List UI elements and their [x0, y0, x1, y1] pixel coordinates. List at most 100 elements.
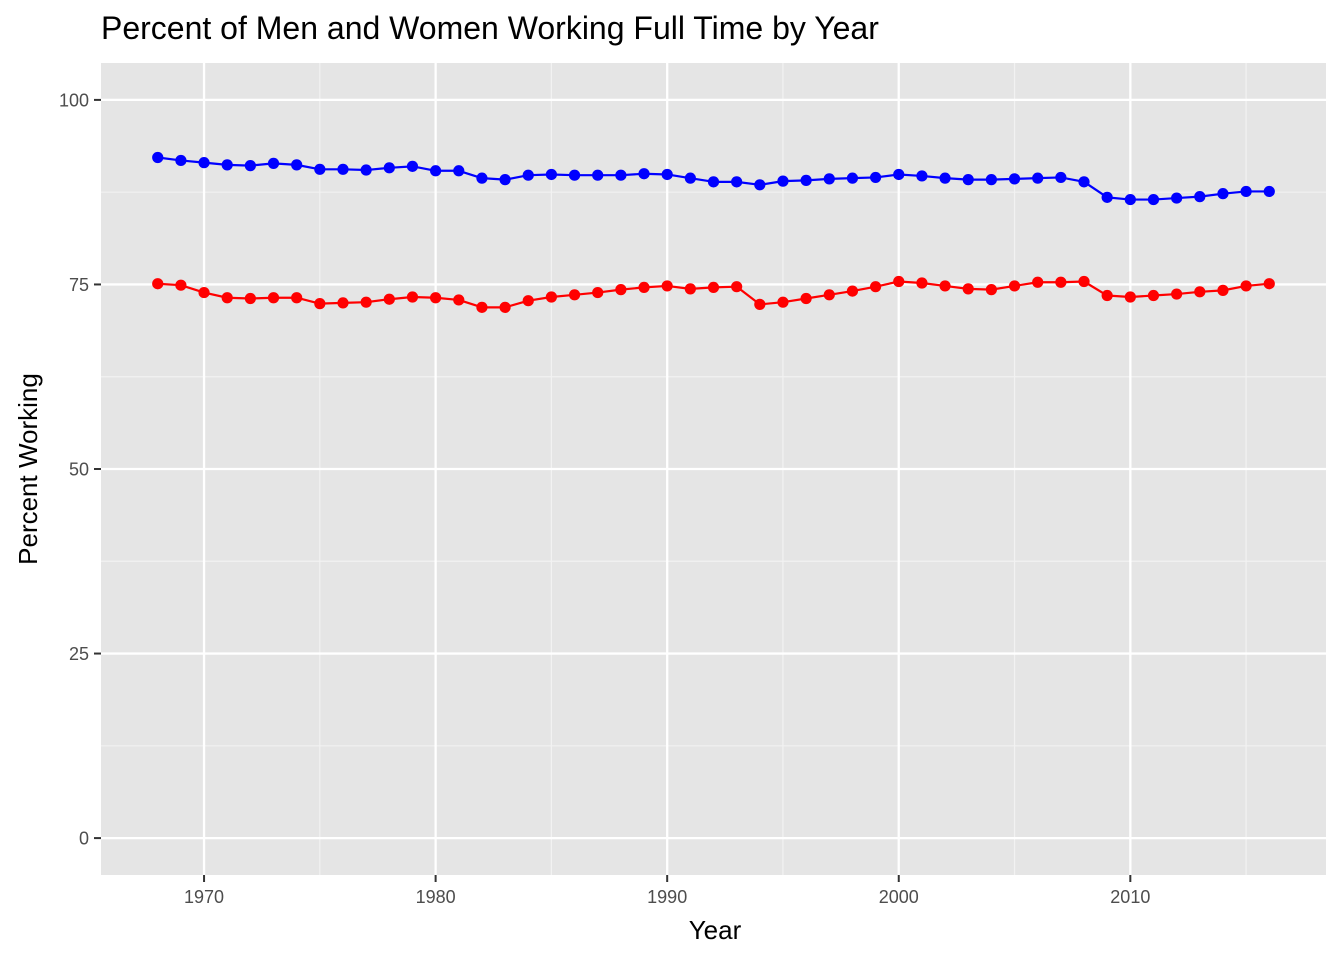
data-point-women — [244, 292, 256, 305]
y-tick-label: 25 — [69, 644, 89, 664]
data-point-women — [1217, 284, 1229, 296]
data-point-women — [869, 281, 882, 293]
data-point-women — [777, 296, 789, 308]
data-point-men — [615, 169, 627, 181]
data-point-men — [638, 168, 650, 180]
data-point-women — [476, 301, 488, 313]
data-point-men — [1124, 193, 1136, 206]
data-point-women — [1055, 276, 1067, 288]
data-point-men — [1055, 171, 1067, 184]
series-points — [152, 151, 1275, 313]
data-point-women — [198, 286, 210, 299]
data-point-men — [453, 165, 465, 177]
data-point-women — [615, 284, 627, 296]
x-axis-title: Year — [689, 915, 742, 945]
data-point-men — [893, 168, 905, 181]
data-point-men — [383, 162, 395, 174]
data-point-men — [592, 169, 604, 181]
data-point-men — [337, 163, 349, 175]
grid-major — [101, 63, 1326, 875]
data-point-women — [800, 292, 812, 305]
data-point-men — [267, 157, 280, 169]
data-point-women — [823, 289, 835, 301]
data-point-women — [1240, 280, 1252, 292]
data-point-women — [962, 283, 974, 295]
data-point-women — [291, 292, 303, 304]
data-point-women — [731, 281, 743, 293]
data-point-women — [1078, 275, 1090, 288]
data-point-women — [221, 292, 233, 304]
data-point-women — [893, 275, 905, 288]
data-point-men — [221, 159, 233, 171]
data-point-women — [592, 286, 604, 299]
data-point-men — [754, 179, 766, 191]
data-point-women — [1171, 288, 1183, 300]
x-tick-label: 1970 — [184, 887, 224, 907]
data-point-men — [916, 170, 928, 182]
data-point-women — [684, 283, 696, 295]
data-point-men — [661, 168, 673, 181]
data-point-women — [545, 291, 558, 303]
data-point-men — [707, 176, 720, 188]
data-point-men — [291, 159, 303, 171]
data-point-men — [430, 165, 442, 177]
chart-title: Percent of Men and Women Working Full Ti… — [101, 10, 879, 46]
x-axis: 1970 1980 1990 2000 2010 — [184, 875, 1150, 907]
data-point-men — [476, 172, 488, 184]
data-point-women — [267, 292, 280, 304]
data-point-men — [800, 174, 812, 186]
data-point-men — [1032, 172, 1044, 184]
x-tick-label: 2000 — [879, 887, 919, 907]
data-point-women — [1101, 289, 1113, 302]
data-point-men — [545, 168, 558, 181]
data-point-women — [152, 278, 164, 290]
data-point-women — [638, 281, 650, 294]
data-point-men — [962, 174, 974, 186]
data-point-women — [430, 292, 442, 304]
data-point-women — [453, 294, 465, 306]
data-point-women — [916, 277, 928, 289]
data-point-men — [175, 154, 187, 167]
data-point-men — [522, 169, 534, 181]
data-point-men — [777, 175, 789, 187]
data-point-women — [661, 280, 673, 292]
y-axis-title: Percent Working — [13, 373, 43, 565]
data-point-women — [360, 296, 372, 308]
data-point-men — [198, 157, 210, 169]
data-point-men — [823, 173, 835, 185]
data-point-men — [244, 160, 256, 172]
data-point-men — [1078, 176, 1090, 188]
data-point-women — [1194, 286, 1206, 298]
data-point-men — [869, 171, 882, 184]
y-tick-label: 75 — [69, 275, 89, 295]
data-point-women — [1147, 289, 1160, 302]
data-point-men — [568, 169, 581, 181]
data-point-women — [499, 301, 511, 313]
data-point-men — [1240, 185, 1252, 198]
data-point-women — [846, 285, 859, 297]
data-point-women — [1263, 278, 1275, 290]
data-point-men — [314, 163, 326, 175]
data-point-men — [939, 172, 951, 184]
data-point-women — [754, 298, 766, 310]
data-point-men — [152, 151, 164, 164]
data-point-women — [175, 279, 187, 291]
x-tick-label: 1980 — [416, 887, 456, 907]
data-point-men — [360, 164, 372, 176]
data-point-men — [1171, 192, 1183, 204]
data-point-men — [731, 176, 743, 188]
data-point-women — [568, 289, 581, 301]
y-axis: 0 25 50 75 100 — [59, 90, 101, 849]
data-point-men — [1194, 191, 1206, 203]
data-point-women — [1032, 276, 1044, 288]
x-tick-label: 2010 — [1110, 887, 1150, 907]
data-point-men — [1008, 173, 1021, 185]
data-point-women — [1124, 291, 1136, 303]
data-point-men — [846, 172, 859, 184]
data-point-women — [383, 293, 395, 305]
data-point-women — [522, 295, 534, 307]
data-point-men — [985, 174, 997, 186]
data-point-women — [314, 298, 326, 310]
data-point-men — [1147, 193, 1160, 206]
